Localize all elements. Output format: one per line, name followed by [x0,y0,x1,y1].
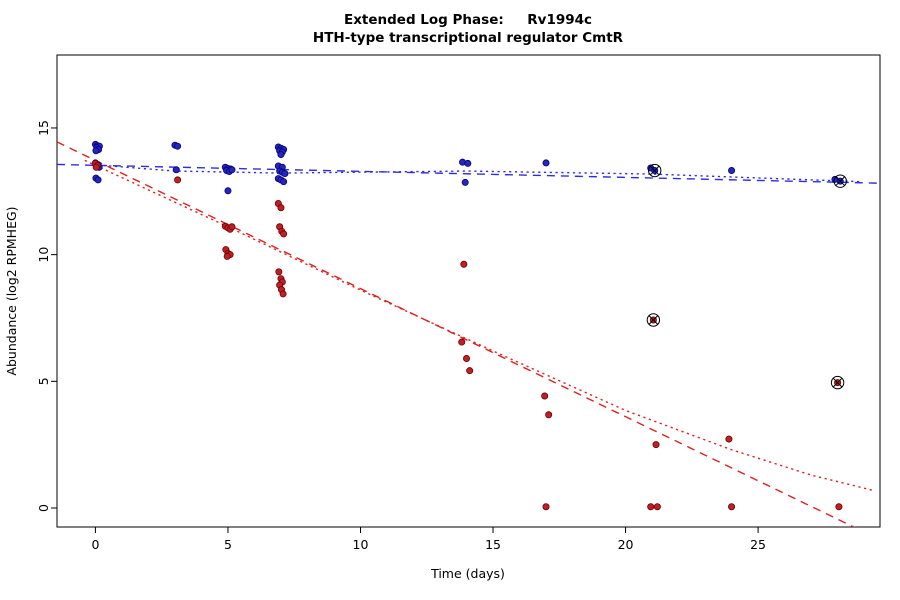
data-point-red [279,290,287,298]
outlier-circle-marker [648,163,662,178]
data-point-red [466,367,474,375]
x-tick-label: 25 [750,537,766,552]
data-point-blue [280,178,288,186]
outlier-cross-marker [649,165,660,176]
data-point-red [174,176,182,184]
data-point-red [463,355,471,363]
y-tick-label: 10 [36,247,51,263]
data-point-blue [728,167,736,175]
data-point-blue [461,178,469,186]
data-point-blue [94,176,102,184]
outlier-circle-marker [830,375,845,390]
data-point-red [542,503,550,511]
trend-lines [57,141,880,527]
data-point-red [728,503,736,511]
data-point-red [652,441,660,449]
data-point-red [458,338,466,346]
y-tick-label: 0 [36,504,51,512]
x-tick-label: 20 [618,537,634,552]
x-tick-label: 5 [224,537,232,552]
data-point-red [460,260,468,268]
y-tick-label: 15 [36,120,51,136]
outlier-cross-marker [835,176,845,186]
x-axis-label: Time (days) [430,566,505,581]
data-point-red [223,252,231,260]
data-point-red [647,503,655,511]
data-point-red [541,392,549,400]
data-point-red [275,268,283,276]
data-point-blue [464,159,472,167]
outlier-circle-marker [646,313,661,327]
data-point-blue [228,166,236,174]
trend-line-red-dotted [84,159,875,492]
trend-line-blue-longdash [57,163,880,184]
data-point-blue [281,170,289,178]
data-point-blue [277,151,285,159]
data-point-blue [542,159,550,167]
data-point-red [545,411,553,419]
chart-title: Extended Log Phase: Rv1994c [344,12,592,28]
x-tick-label: 0 [91,537,99,552]
data-point-red [92,163,100,171]
trend-line-blue-dotted [103,164,862,183]
outlier-cross-marker [832,377,843,388]
x-tick-label: 10 [353,537,369,552]
y-axis-label: Abundance (log2 RPMHEG) [4,206,19,375]
outlier-cross-marker [648,315,659,325]
data-point-red [653,503,661,511]
flagged-outlier-markers [646,163,847,390]
data-point-blue [174,142,182,150]
data-point-blue [172,166,180,174]
plot-border [56,54,881,528]
data-point-blue [92,147,100,155]
y-tick-label: 5 [36,377,51,385]
data-point-red [725,435,733,443]
data-points [91,140,844,511]
chart-subtitle: HTH-type transcriptional regulator CmtR [313,30,624,46]
axes: 0 5 10 15 20 25 0 5 10 15 [36,54,881,552]
data-point-red [835,503,843,511]
trend-line-red-longdash [57,141,856,527]
data-point-red [280,230,288,238]
data-point-blue [224,187,232,195]
outlier-circle-marker [833,174,847,188]
data-point-red [277,204,285,212]
data-point-red [228,223,236,231]
x-tick-label: 15 [485,537,501,552]
